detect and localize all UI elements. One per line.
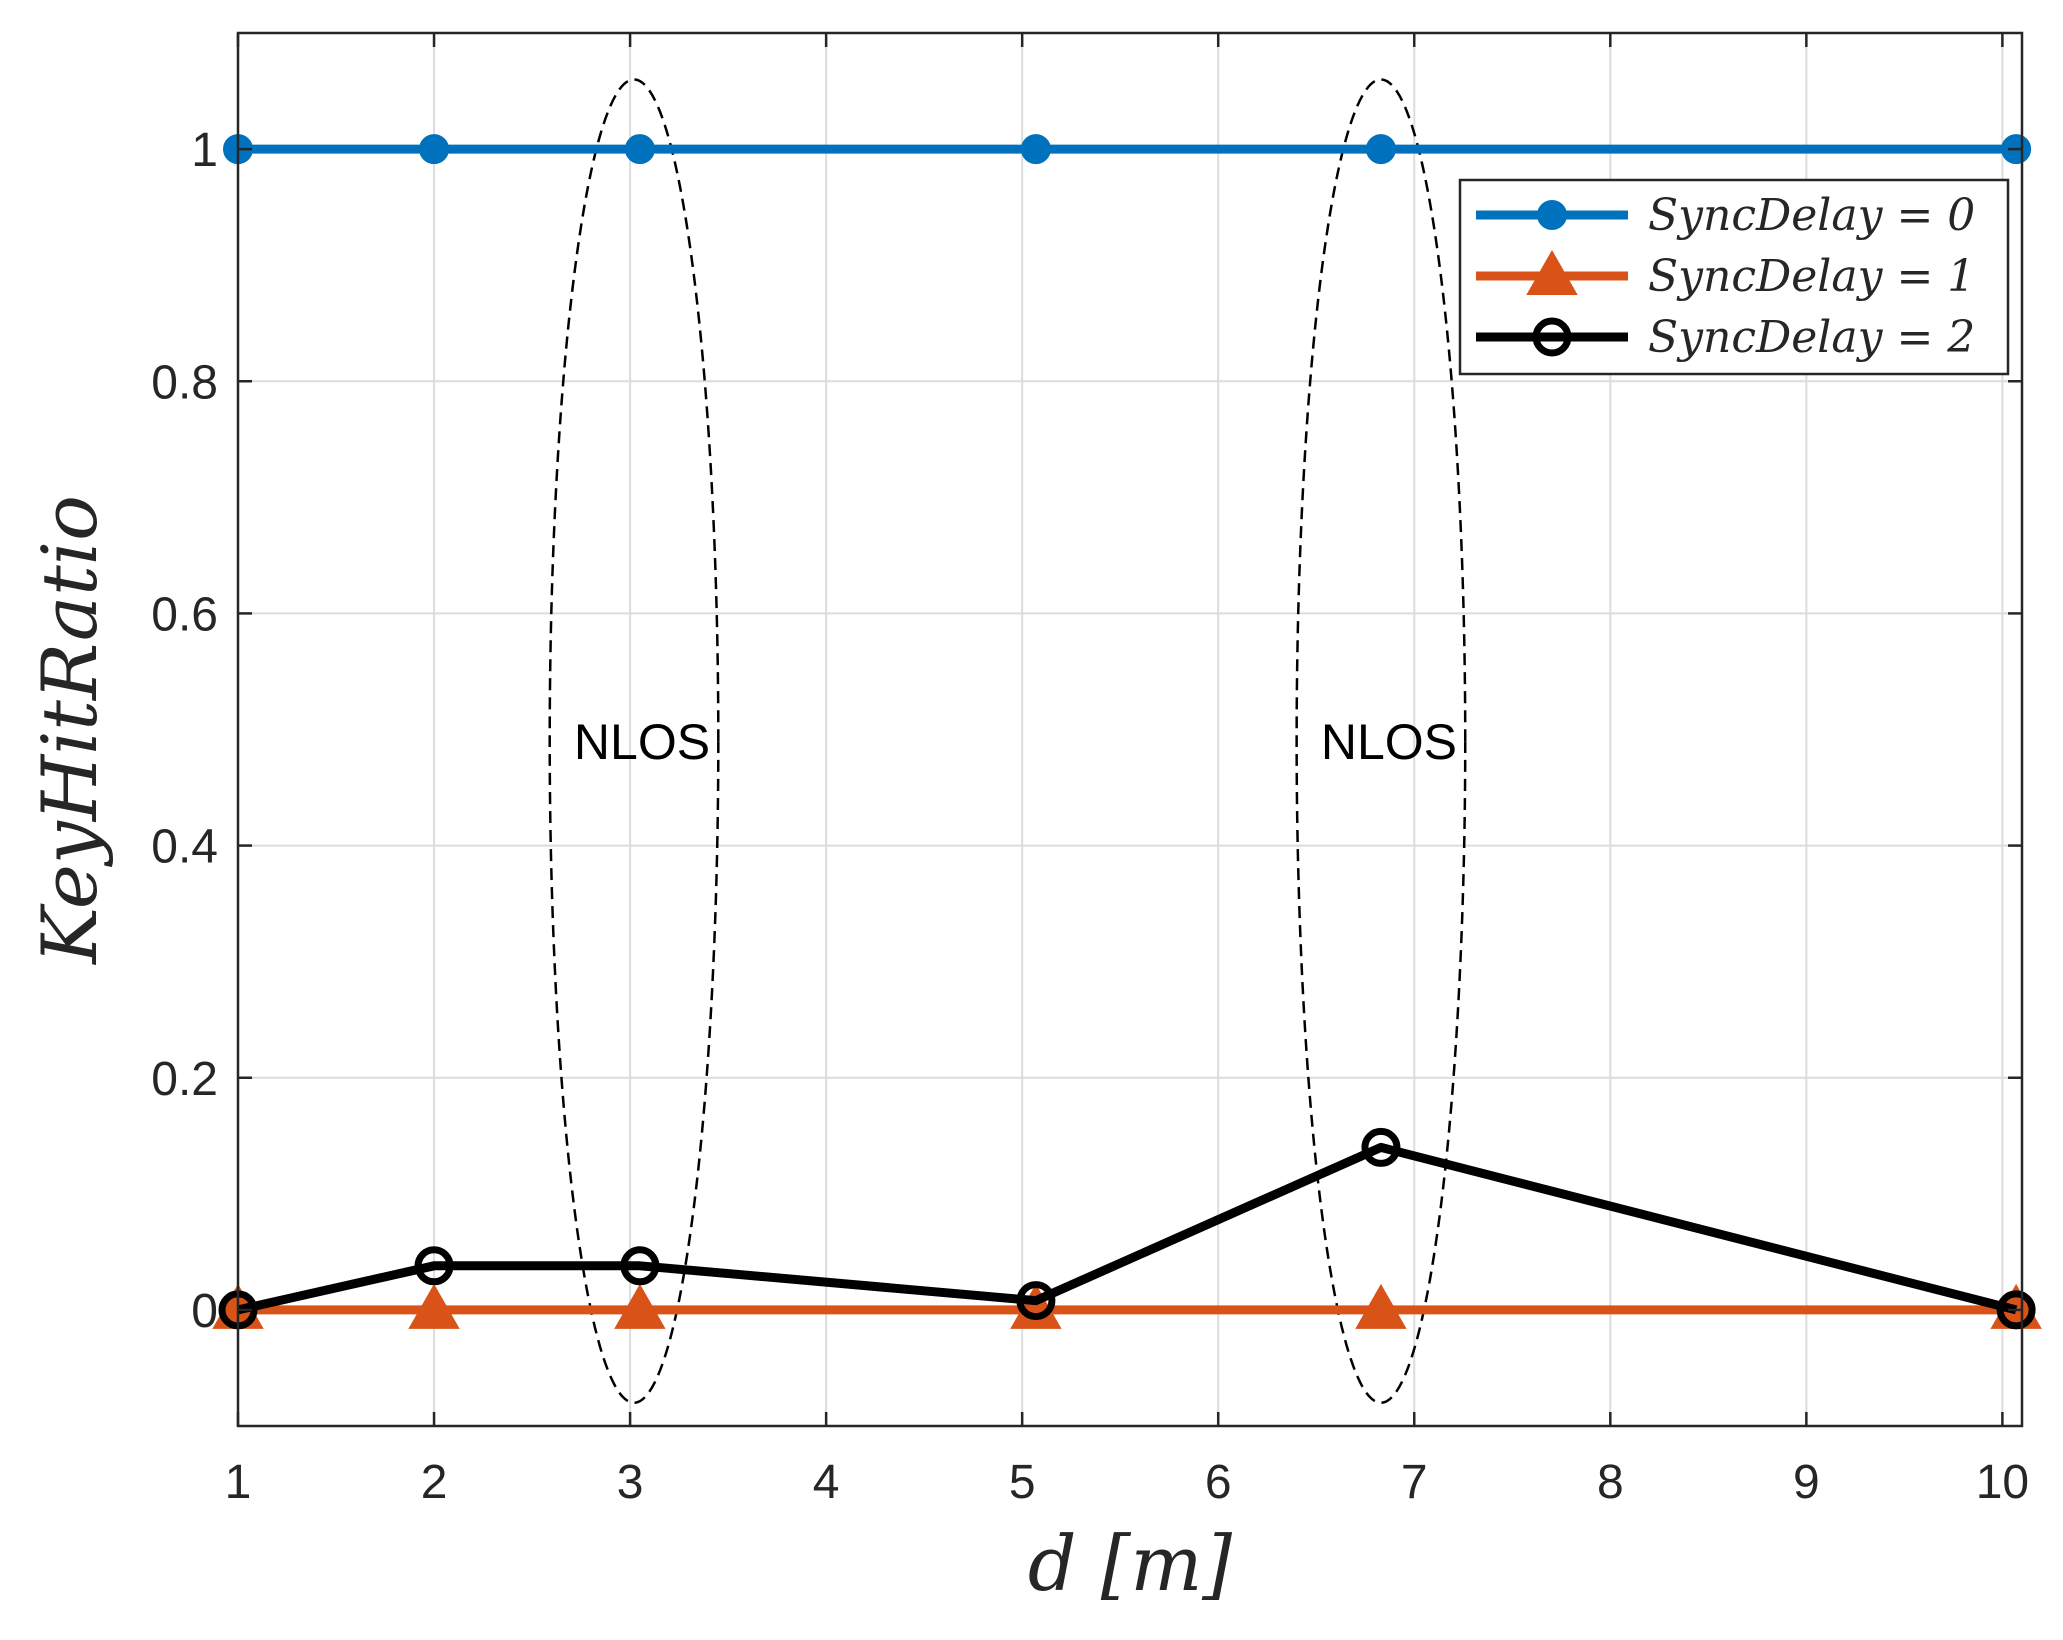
data-point <box>624 134 655 165</box>
nlos-ellipse <box>548 78 720 1405</box>
data-point <box>1355 1283 1407 1329</box>
legend-item-0: SyncDelay = 0 <box>1476 190 1975 241</box>
series-1 <box>212 1283 2042 1329</box>
nlos-label: NLOS <box>1321 714 1457 770</box>
x-tick-label: 8 <box>1597 1456 1624 1509</box>
data-point <box>620 1246 660 1286</box>
x-tick-label: 9 <box>1793 1456 1820 1509</box>
data-point <box>414 1246 454 1286</box>
nlos-ellipses <box>548 78 1467 1405</box>
y-tick-label: 1 <box>191 124 218 177</box>
data-point <box>419 134 450 165</box>
axes-box <box>236 31 2024 1428</box>
data-point <box>408 1283 460 1329</box>
legend-label: SyncDelay = 1 <box>1648 251 1975 302</box>
y-tick-label: 0 <box>191 1285 218 1338</box>
legend-label: SyncDelay = 0 <box>1648 190 1975 241</box>
data-point <box>1996 1290 2036 1330</box>
legend-label: SyncDelay = 2 <box>1648 312 1975 363</box>
data-point <box>1361 1127 1401 1167</box>
data-point <box>614 1283 666 1329</box>
x-tick-label: 6 <box>1205 1456 1232 1509</box>
series-2 <box>218 1127 2036 1330</box>
series-0 <box>223 134 2032 165</box>
y-tick-label: 0.8 <box>151 356 218 409</box>
y-tick-label: 0.2 <box>151 1053 218 1106</box>
annotations: NLOS NLOS <box>574 714 1457 770</box>
x-tick-label: 3 <box>617 1456 644 1509</box>
y-axis-title: KeyHitRatio <box>25 495 114 966</box>
data-series <box>212 134 2042 1330</box>
x-tick-label: 5 <box>1009 1456 1036 1509</box>
x-tick-label: 7 <box>1401 1456 1428 1509</box>
x-tick-label: 1 <box>225 1456 252 1509</box>
data-point <box>1020 134 1051 165</box>
x-tick-label: 4 <box>813 1456 840 1509</box>
y-tick-label: 0.4 <box>151 821 218 874</box>
data-point <box>1532 317 1572 357</box>
nlos-label: NLOS <box>574 714 710 770</box>
data-point <box>1365 134 1396 165</box>
data-point <box>1526 249 1578 295</box>
data-point <box>1016 1281 1056 1321</box>
y-tick-label: 0.6 <box>151 588 218 641</box>
legend-item-1: SyncDelay = 1 <box>1476 249 1975 302</box>
legend-item-2: SyncDelay = 2 <box>1476 312 1975 363</box>
data-point <box>1537 200 1567 230</box>
x-axis-title: d [m] <box>1028 1519 1233 1608</box>
nlos-ellipse <box>1295 78 1467 1405</box>
x-tick-label: 2 <box>421 1456 448 1509</box>
x-tick-label: 10 <box>1976 1456 2029 1509</box>
axis-ticks: 1 2 3 4 5 6 7 8 9 10 0 0.2 0.4 0.6 0.8 1 <box>151 33 2029 1509</box>
series-line <box>237 1142 2018 1315</box>
legend: SyncDelay = 0 SyncDelay = 1 SyncDelay = 2 <box>1458 178 2010 376</box>
